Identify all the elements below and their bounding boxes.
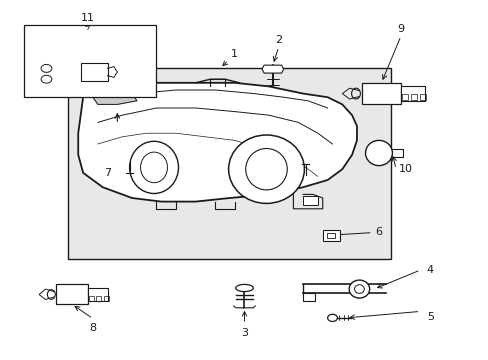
- Text: 6: 6: [329, 227, 382, 237]
- Ellipse shape: [129, 141, 178, 194]
- Bar: [103, 296, 108, 301]
- Bar: [303, 293, 315, 301]
- Polygon shape: [93, 94, 137, 104]
- Text: 11: 11: [81, 13, 95, 23]
- Ellipse shape: [228, 135, 304, 203]
- Ellipse shape: [348, 280, 369, 298]
- Text: 5: 5: [426, 312, 433, 322]
- Bar: [56, 284, 88, 304]
- Bar: [400, 86, 425, 101]
- Bar: [89, 296, 94, 301]
- Bar: [419, 94, 425, 100]
- Polygon shape: [78, 83, 356, 202]
- Bar: [401, 94, 407, 100]
- Text: 1: 1: [223, 49, 238, 66]
- Ellipse shape: [327, 314, 337, 321]
- Bar: [24, 25, 156, 97]
- Text: 9: 9: [397, 24, 404, 34]
- Bar: [68, 68, 390, 259]
- Text: 3: 3: [241, 328, 247, 338]
- Text: 4: 4: [426, 265, 433, 275]
- Text: 7: 7: [104, 168, 111, 178]
- Text: 8: 8: [89, 323, 96, 333]
- Bar: [96, 296, 101, 301]
- Bar: [326, 233, 335, 238]
- Polygon shape: [262, 65, 283, 73]
- Ellipse shape: [365, 140, 391, 166]
- Ellipse shape: [235, 284, 253, 292]
- Bar: [303, 196, 317, 205]
- Bar: [361, 83, 400, 104]
- Text: 10: 10: [398, 164, 412, 174]
- Bar: [410, 94, 416, 100]
- Bar: [322, 230, 339, 241]
- Bar: [88, 288, 107, 301]
- Text: 2: 2: [275, 35, 282, 45]
- Bar: [81, 63, 107, 81]
